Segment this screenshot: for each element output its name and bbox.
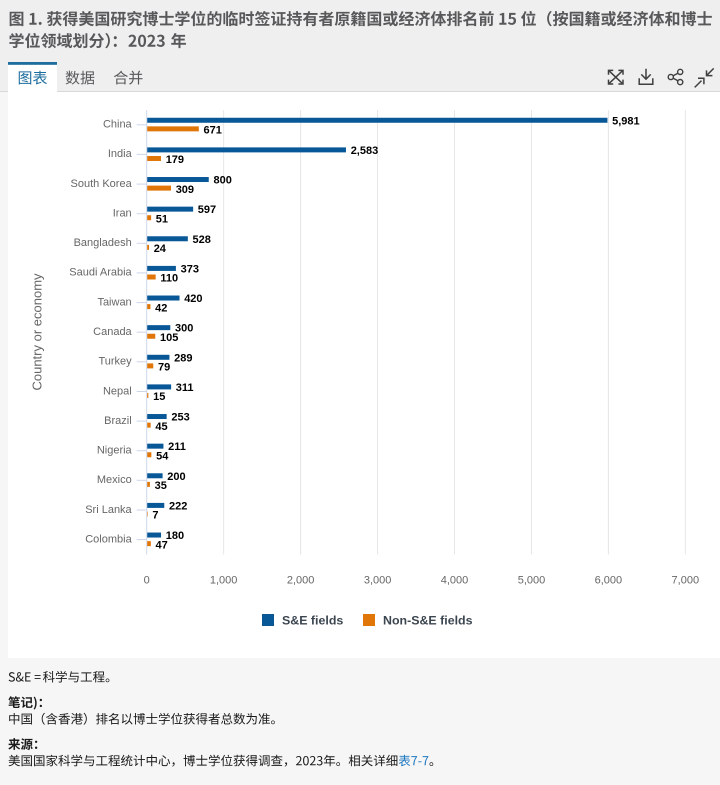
svg-text:Saudi Arabia: Saudi Arabia [69,267,132,279]
svg-text:110: 110 [160,273,178,285]
svg-text:China: China [103,119,133,131]
svg-text:2,583: 2,583 [351,145,379,157]
svg-text:7: 7 [152,510,158,522]
svg-text:3,000: 3,000 [364,574,392,586]
svg-text:Taiwan: Taiwan [97,296,131,308]
svg-text:200: 200 [167,471,185,483]
svg-text:1,000: 1,000 [210,574,238,586]
svg-text:47: 47 [156,539,168,551]
svg-text:Nepal: Nepal [103,385,132,397]
svg-text:4,000: 4,000 [441,574,469,586]
svg-text:309: 309 [176,184,194,196]
svg-text:0: 0 [144,574,150,586]
svg-text:Canada: Canada [93,326,132,338]
svg-text:5,981: 5,981 [612,115,640,127]
svg-text:Non-S&E fields: Non-S&E fields [383,613,473,627]
svg-text:Mexico: Mexico [97,474,132,486]
svg-text:671: 671 [204,125,222,137]
svg-text:7,000: 7,000 [672,574,700,586]
svg-text:Brazil: Brazil [104,415,132,427]
svg-text:289: 289 [174,352,192,364]
svg-text:253: 253 [171,412,189,424]
svg-text:35: 35 [155,480,167,492]
svg-text:311: 311 [176,382,194,394]
svg-text:528: 528 [193,234,211,246]
svg-text:Bangladesh: Bangladesh [74,237,132,249]
svg-text:105: 105 [160,332,178,344]
svg-text:45: 45 [155,421,167,433]
svg-text:420: 420 [184,293,202,305]
svg-text:Country or economy: Country or economy [30,273,45,391]
svg-text:Colombia: Colombia [85,533,132,545]
svg-text:300: 300 [175,323,193,335]
svg-text:Sri Lanka: Sri Lanka [85,504,132,516]
svg-text:222: 222 [169,501,187,513]
svg-text:79: 79 [158,362,170,374]
svg-text:373: 373 [181,263,199,275]
svg-text:15: 15 [153,391,165,403]
svg-text:India: India [108,148,133,160]
svg-text:Turkey: Turkey [98,356,132,368]
svg-text:Nigeria: Nigeria [97,445,133,457]
svg-text:597: 597 [198,204,216,216]
svg-text:6,000: 6,000 [595,574,623,586]
svg-text:51: 51 [156,213,168,225]
svg-text:24: 24 [154,243,167,255]
svg-text:5,000: 5,000 [518,574,546,586]
svg-text:42: 42 [155,302,167,314]
svg-text:180: 180 [166,530,184,542]
svg-text:54: 54 [156,450,169,462]
svg-text:S&E fields: S&E fields [282,613,343,627]
svg-text:211: 211 [168,441,186,453]
svg-text:179: 179 [166,154,184,166]
svg-text:Iran: Iran [113,208,132,220]
svg-text:2,000: 2,000 [287,574,315,586]
svg-text:South Korea: South Korea [71,178,133,190]
svg-text:800: 800 [214,175,232,187]
